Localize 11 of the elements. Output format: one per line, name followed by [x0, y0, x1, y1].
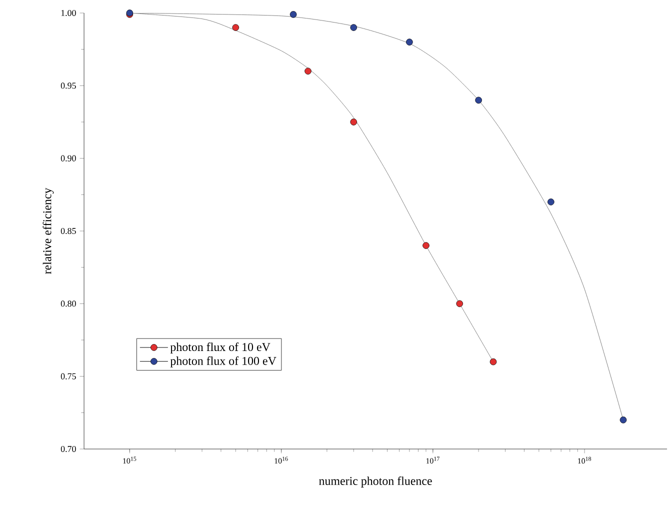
y-axis-title: relative efficiency	[42, 188, 54, 274]
legend-label: photon flux of 10 eV	[170, 342, 270, 354]
y-tick-label: 1.00	[61, 10, 76, 16]
y-tick-label: 0.85	[60, 228, 76, 234]
y-tick-label: 0.95	[60, 82, 76, 89]
x-axis-title: numeric photon fluence	[319, 476, 432, 488]
y-tick-label: 0.75	[60, 373, 76, 380]
y-tick-label: 0.70	[60, 446, 76, 452]
y-tick-label: 0.80	[60, 300, 76, 307]
y-tick-label: 0.90	[60, 155, 76, 162]
legend-label: photon flux of 100 eV	[170, 356, 276, 368]
